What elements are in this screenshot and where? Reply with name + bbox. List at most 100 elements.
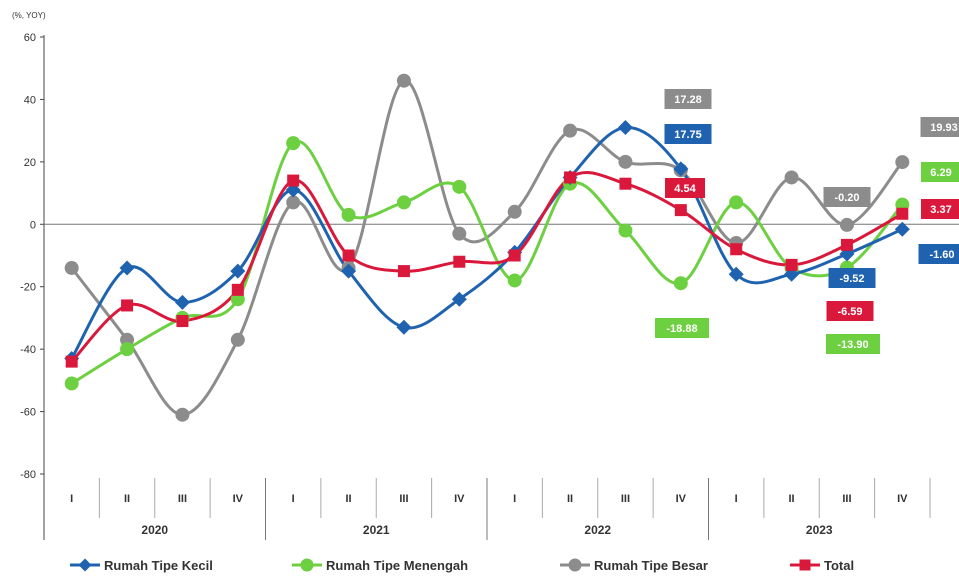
quarter-label: II xyxy=(124,493,130,505)
data-label-box xyxy=(921,199,959,219)
axes: (%, YOY) 60 40 20 0 -20 -40 -60 -80 xyxy=(12,11,46,540)
legend-label: Rumah Tipe Menengah xyxy=(326,558,468,573)
point-s2-6 xyxy=(396,73,411,88)
series-line-3 xyxy=(70,171,904,363)
point-s1-1 xyxy=(120,342,135,357)
quarter-label: III xyxy=(621,493,630,505)
legend-item-3[interactable]: Total xyxy=(790,558,854,573)
point-s1-10 xyxy=(618,223,633,238)
point-s2-4 xyxy=(286,195,301,210)
quarter-label: III xyxy=(842,493,851,505)
point-s3-3 xyxy=(231,283,244,296)
data-label-box xyxy=(665,178,705,198)
point-s0-12 xyxy=(728,266,744,282)
point-s0-3 xyxy=(230,263,246,279)
point-s0-7 xyxy=(451,291,467,307)
point-s0-6 xyxy=(396,319,412,335)
point-s3-5 xyxy=(342,249,355,262)
y-tick-label: -60 xyxy=(20,407,36,419)
data-label-text: -0.20 xyxy=(834,192,859,204)
data-label-0-14: -9.52 xyxy=(828,268,876,288)
data-label-text: 6.29 xyxy=(930,167,951,179)
legend-label: Rumah Tipe Kecil xyxy=(104,558,213,573)
point-s3-13 xyxy=(785,258,798,271)
point-s3-6 xyxy=(397,265,410,278)
y-tick-label: -80 xyxy=(20,469,36,481)
point-s2-14 xyxy=(839,217,854,232)
point-s2-2 xyxy=(175,407,190,422)
data-label-box xyxy=(826,301,874,321)
quarter-label: II xyxy=(789,493,795,505)
data-label-text: 19.93 xyxy=(930,122,958,134)
data-label-text: -18.88 xyxy=(666,323,697,335)
legend-marker xyxy=(300,558,314,572)
point-s2-10 xyxy=(618,154,633,169)
point-s0-11 xyxy=(673,161,689,177)
data-label-0-11: 17.75 xyxy=(664,124,712,144)
data-label-1-14: -13.90 xyxy=(826,334,880,354)
data-label-box xyxy=(664,89,712,109)
point-s3-14 xyxy=(840,238,853,251)
point-s2-0 xyxy=(64,260,79,275)
legend-item-2[interactable]: Rumah Tipe Besar xyxy=(560,558,708,573)
legend-item-0[interactable]: Rumah Tipe Kecil xyxy=(70,558,213,573)
point-s1-12 xyxy=(729,195,744,210)
point-s0-1 xyxy=(119,260,135,276)
point-s0-15 xyxy=(894,221,910,237)
legend-label: Total xyxy=(824,558,854,573)
data-labels: 17.28 17.75 4.54 -18.88 -0.20 -9.52 -6.59 -13.9… xyxy=(655,89,959,354)
point-s1-5 xyxy=(341,207,356,222)
quarter-label: II xyxy=(567,493,573,505)
point-s2-9 xyxy=(563,123,578,138)
quarter-label: III xyxy=(178,493,187,505)
legend-marker xyxy=(78,558,92,572)
year-label: 2023 xyxy=(806,523,833,537)
data-label-box xyxy=(921,162,959,182)
point-s3-11 xyxy=(674,204,687,217)
point-s3-1 xyxy=(121,299,134,312)
point-s2-3 xyxy=(230,332,245,347)
data-label-text: -13.90 xyxy=(837,339,868,351)
point-s3-0 xyxy=(65,355,78,368)
series-line-0 xyxy=(70,125,903,360)
series-line-1 xyxy=(70,139,904,385)
data-label-1-11: -18.88 xyxy=(655,318,709,338)
point-s2-15 xyxy=(895,155,910,170)
data-label-2-15: 19.93 xyxy=(920,117,959,137)
data-label-text: -9.52 xyxy=(839,273,864,285)
data-label-3-11: 4.54 xyxy=(665,178,705,198)
point-s0-5 xyxy=(341,263,357,279)
legend-marker xyxy=(568,558,582,572)
point-s3-10 xyxy=(619,177,632,190)
year-label: 2022 xyxy=(584,523,611,537)
point-s3-4 xyxy=(287,174,300,187)
point-s1-4 xyxy=(286,136,301,151)
data-label-box xyxy=(664,124,712,144)
point-s0-10 xyxy=(617,120,633,136)
y-tick-label: 20 xyxy=(24,157,36,169)
data-label-0-15: -1.60 xyxy=(918,244,959,264)
data-label-box xyxy=(918,244,959,264)
point-s3-8 xyxy=(508,249,521,262)
y-tick-label: 60 xyxy=(24,32,36,44)
legend[interactable]: Rumah Tipe Kecil Rumah Tipe Menengah Rumah… xyxy=(70,558,854,573)
series-markers xyxy=(64,73,910,422)
data-label-box xyxy=(826,334,880,354)
quarter-label: IV xyxy=(454,493,465,505)
data-label-2-14: -0.20 xyxy=(823,187,871,207)
data-label-box xyxy=(823,187,871,207)
point-s1-0 xyxy=(64,376,79,391)
legend-label: Rumah Tipe Besar xyxy=(594,558,708,573)
data-label-text: -1.60 xyxy=(929,249,954,261)
quarter-label: IV xyxy=(233,493,244,505)
data-label-3-15: 3.37 xyxy=(921,199,959,219)
data-label-box xyxy=(828,268,876,288)
y-unit-label: (%, YOY) xyxy=(12,11,46,20)
point-s1-6 xyxy=(396,195,411,210)
data-label-3-14: -6.59 xyxy=(826,301,874,321)
point-s3-15 xyxy=(896,207,909,220)
quarter-label: IV xyxy=(897,493,908,505)
legend-item-1[interactable]: Rumah Tipe Menengah xyxy=(292,558,468,573)
